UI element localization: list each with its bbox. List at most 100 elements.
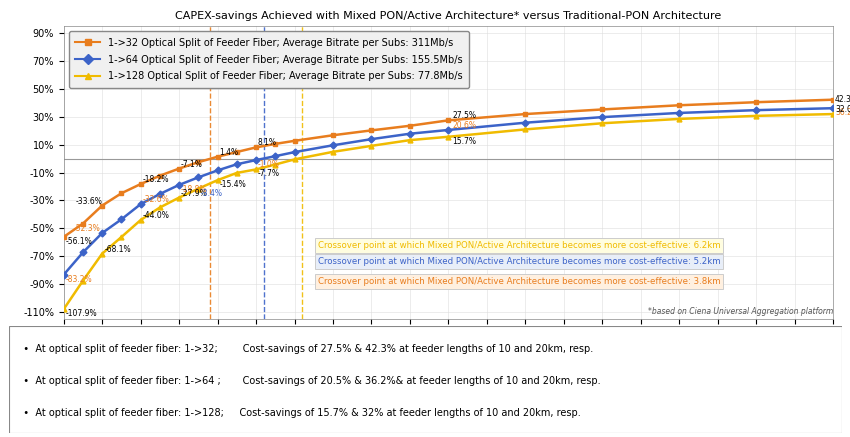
Text: -3.4%: -3.4% [201,189,223,198]
1->64 Optical Split of Feeder Fiber; Average Bitrate per Subs: 155.5Mb/s: (1, -0.533): 155.5Mb/s: (1, -0.533) [97,230,107,236]
Line: 1->32 Optical Split of Feeder Fiber; Average Bitrate per Subs: 311Mb/s: 1->32 Optical Split of Feeder Fiber; Ave… [61,97,836,239]
1->32 Optical Split of Feeder Fiber; Average Bitrate per Subs: 311Mb/s: (5, 0.081): 311Mb/s: (5, 0.081) [251,145,261,150]
Text: •  At optical split of feeder fiber: 1->64 ;       Cost-savings of 20.5% & 36.2%: • At optical split of feeder fiber: 1->6… [17,376,600,386]
1->64 Optical Split of Feeder Fiber; Average Bitrate per Subs: 155.5Mb/s: (4, -0.084): 155.5Mb/s: (4, -0.084) [212,168,223,173]
1->32 Optical Split of Feeder Fiber; Average Bitrate per Subs: 311Mb/s: (9, 0.236): 311Mb/s: (9, 0.236) [405,123,415,128]
1->64 Optical Split of Feeder Fiber; Average Bitrate per Subs: 155.5Mb/s: (2, -0.326): 155.5Mb/s: (2, -0.326) [136,201,146,207]
Text: *based on Ciena Universal Aggregation platform: *based on Ciena Universal Aggregation pl… [648,307,833,316]
1->32 Optical Split of Feeder Fiber; Average Bitrate per Subs: 311Mb/s: (16, 0.383): 311Mb/s: (16, 0.383) [674,103,684,108]
1->32 Optical Split of Feeder Fiber; Average Bitrate per Subs: 311Mb/s: (0, -0.561): 311Mb/s: (0, -0.561) [59,234,69,239]
1->64 Optical Split of Feeder Fiber; Average Bitrate per Subs: 155.5Mb/s: (20, 0.362): 155.5Mb/s: (20, 0.362) [828,106,838,111]
Text: -83.2%: -83.2% [65,275,93,284]
Text: -1.0%: -1.0% [258,160,280,169]
Text: 8.1%: 8.1% [258,139,277,147]
1->32 Optical Split of Feeder Fiber; Average Bitrate per Subs: 311Mb/s: (18, 0.405): 311Mb/s: (18, 0.405) [751,100,762,105]
1->32 Optical Split of Feeder Fiber; Average Bitrate per Subs: 311Mb/s: (8, 0.203): 311Mb/s: (8, 0.203) [366,128,377,133]
1->128 Optical Split of Feeder Fiber; Average Bitrate per Subs: 77.8Mb/s: (20, 0.32): 77.8Mb/s: (20, 0.32) [828,111,838,117]
1->32 Optical Split of Feeder Fiber; Average Bitrate per Subs: 311Mb/s: (20, 0.423): 311Mb/s: (20, 0.423) [828,97,838,102]
1->32 Optical Split of Feeder Fiber; Average Bitrate per Subs: 311Mb/s: (0.5, -0.465): 311Mb/s: (0.5, -0.465) [78,221,88,226]
1->64 Optical Split of Feeder Fiber; Average Bitrate per Subs: 155.5Mb/s: (5, -0.01): 155.5Mb/s: (5, -0.01) [251,157,261,163]
Title: CAPEX-savings Achieved with Mixed PON/Active Architecture* versus Traditional-PO: CAPEX-savings Achieved with Mixed PON/Ac… [175,11,722,21]
Text: 15.7%: 15.7% [452,137,476,146]
1->32 Optical Split of Feeder Fiber; Average Bitrate per Subs: 311Mb/s: (2.5, -0.122): 311Mb/s: (2.5, -0.122) [155,173,165,178]
1->128 Optical Split of Feeder Fiber; Average Bitrate per Subs: 77.8Mb/s: (5.5, -0.042): 77.8Mb/s: (5.5, -0.042) [270,162,280,167]
1->32 Optical Split of Feeder Fiber; Average Bitrate per Subs: 311Mb/s: (3.5, -0.025): 311Mb/s: (3.5, -0.025) [193,160,203,165]
1->64 Optical Split of Feeder Fiber; Average Bitrate per Subs: 155.5Mb/s: (9, 0.179): 155.5Mb/s: (9, 0.179) [405,131,415,136]
1->128 Optical Split of Feeder Fiber; Average Bitrate per Subs: 77.8Mb/s: (12, 0.21): 77.8Mb/s: (12, 0.21) [520,127,530,132]
Text: 36.2%: 36.2% [835,108,850,117]
1->32 Optical Split of Feeder Fiber; Average Bitrate per Subs: 311Mb/s: (1, -0.336): 311Mb/s: (1, -0.336) [97,203,107,208]
Text: 42.3%: 42.3% [835,95,850,104]
Text: -15.4%: -15.4% [219,180,246,189]
1->64 Optical Split of Feeder Fiber; Average Bitrate per Subs: 155.5Mb/s: (0.5, -0.672): 155.5Mb/s: (0.5, -0.672) [78,250,88,255]
1->64 Optical Split of Feeder Fiber; Average Bitrate per Subs: 155.5Mb/s: (14, 0.298): 155.5Mb/s: (14, 0.298) [598,114,608,120]
Text: -33.6%: -33.6% [76,197,102,205]
1->128 Optical Split of Feeder Fiber; Average Bitrate per Subs: 77.8Mb/s: (4, -0.154): 77.8Mb/s: (4, -0.154) [212,177,223,183]
1->64 Optical Split of Feeder Fiber; Average Bitrate per Subs: 155.5Mb/s: (3.5, -0.134): 155.5Mb/s: (3.5, -0.134) [193,175,203,180]
Line: 1->64 Optical Split of Feeder Fiber; Average Bitrate per Subs: 155.5Mb/s: 1->64 Optical Split of Feeder Fiber; Ave… [61,106,836,277]
1->128 Optical Split of Feeder Fiber; Average Bitrate per Subs: 77.8Mb/s: (0, -1.08): 77.8Mb/s: (0, -1.08) [59,306,69,312]
1->64 Optical Split of Feeder Fiber; Average Bitrate per Subs: 155.5Mb/s: (5.5, 0.018): 155.5Mb/s: (5.5, 0.018) [270,153,280,159]
Text: 20.6%: 20.6% [452,121,476,130]
Text: 1.4%: 1.4% [219,148,239,157]
1->32 Optical Split of Feeder Fiber; Average Bitrate per Subs: 311Mb/s: (6, 0.128): 311Mb/s: (6, 0.128) [289,138,300,143]
1->128 Optical Split of Feeder Fiber; Average Bitrate per Subs: 77.8Mb/s: (3.5, -0.215): 77.8Mb/s: (3.5, -0.215) [193,186,203,191]
1->64 Optical Split of Feeder Fiber; Average Bitrate per Subs: 155.5Mb/s: (10, 0.206): 155.5Mb/s: (10, 0.206) [444,127,454,132]
Text: -107.9%: -107.9% [65,309,97,318]
Text: -56.1%: -56.1% [65,237,93,246]
X-axis label: Feeder [CO to Cabinet] Distance (km): Feeder [CO to Cabinet] Distance (km) [343,343,553,353]
Text: -27.9%: -27.9% [181,189,207,198]
1->32 Optical Split of Feeder Fiber; Average Bitrate per Subs: 311Mb/s: (5.5, 0.106): 311Mb/s: (5.5, 0.106) [270,141,280,146]
Text: •  At optical split of feeder fiber: 1->32;        Cost-savings of 27.5% & 42.3%: • At optical split of feeder fiber: 1->3… [17,344,593,354]
Text: Crossover point at which Mixed PON/Active Architecture becomes more cost-effecti: Crossover point at which Mixed PON/Activ… [318,257,720,266]
Text: 27.5%: 27.5% [452,111,476,120]
1->64 Optical Split of Feeder Fiber; Average Bitrate per Subs: 155.5Mb/s: (4.5, -0.04): 155.5Mb/s: (4.5, -0.04) [232,162,242,167]
1->128 Optical Split of Feeder Fiber; Average Bitrate per Subs: 77.8Mb/s: (1.5, -0.562): 77.8Mb/s: (1.5, -0.562) [116,234,127,239]
Line: 1->128 Optical Split of Feeder Fiber; Average Bitrate per Subs: 77.8Mb/s: 1->128 Optical Split of Feeder Fiber; Av… [61,111,836,312]
1->32 Optical Split of Feeder Fiber; Average Bitrate per Subs: 311Mb/s: (10, 0.275): 311Mb/s: (10, 0.275) [444,118,454,123]
1->32 Optical Split of Feeder Fiber; Average Bitrate per Subs: 311Mb/s: (3, -0.071): 311Mb/s: (3, -0.071) [174,166,184,171]
Text: -68.1%: -68.1% [105,245,131,253]
1->128 Optical Split of Feeder Fiber; Average Bitrate per Subs: 77.8Mb/s: (2, -0.44): 77.8Mb/s: (2, -0.44) [136,217,146,222]
1->128 Optical Split of Feeder Fiber; Average Bitrate per Subs: 77.8Mb/s: (1, -0.681): 77.8Mb/s: (1, -0.681) [97,251,107,256]
1->32 Optical Split of Feeder Fiber; Average Bitrate per Subs: 311Mb/s: (1.5, -0.248): 311Mb/s: (1.5, -0.248) [116,191,127,196]
1->128 Optical Split of Feeder Fiber; Average Bitrate per Subs: 77.8Mb/s: (14, 0.254): 77.8Mb/s: (14, 0.254) [598,121,608,126]
Text: -18.2%: -18.2% [143,175,169,184]
Legend: 1->32 Optical Split of Feeder Fiber; Average Bitrate per Subs: 311Mb/s, 1->64 Op: 1->32 Optical Split of Feeder Fiber; Ave… [69,31,469,88]
1->64 Optical Split of Feeder Fiber; Average Bitrate per Subs: 155.5Mb/s: (3, -0.188): 155.5Mb/s: (3, -0.188) [174,182,184,187]
1->64 Optical Split of Feeder Fiber; Average Bitrate per Subs: 155.5Mb/s: (7, 0.096): 155.5Mb/s: (7, 0.096) [328,142,338,148]
1->128 Optical Split of Feeder Fiber; Average Bitrate per Subs: 77.8Mb/s: (9, 0.133): 77.8Mb/s: (9, 0.133) [405,138,415,143]
Text: -7.1%: -7.1% [181,160,203,169]
1->32 Optical Split of Feeder Fiber; Average Bitrate per Subs: 311Mb/s: (14, 0.353): 311Mb/s: (14, 0.353) [598,107,608,112]
Text: •  At optical split of feeder fiber: 1->128;     Cost-savings of 15.7% & 32% at : • At optical split of feeder fiber: 1->1… [17,408,581,418]
FancyBboxPatch shape [8,326,842,433]
Text: -32.6%: -32.6% [143,195,169,204]
1->64 Optical Split of Feeder Fiber; Average Bitrate per Subs: 155.5Mb/s: (8, 0.14): 155.5Mb/s: (8, 0.14) [366,136,377,142]
1->32 Optical Split of Feeder Fiber; Average Bitrate per Subs: 311Mb/s: (7, 0.168): 311Mb/s: (7, 0.168) [328,132,338,138]
1->64 Optical Split of Feeder Fiber; Average Bitrate per Subs: 155.5Mb/s: (18, 0.348): 155.5Mb/s: (18, 0.348) [751,108,762,113]
1->64 Optical Split of Feeder Fiber; Average Bitrate per Subs: 155.5Mb/s: (0, -0.832): 155.5Mb/s: (0, -0.832) [59,272,69,277]
Text: -52.3%: -52.3% [74,224,100,233]
Text: Crossover point at which Mixed PON/Active Architecture becomes more cost-effecti: Crossover point at which Mixed PON/Activ… [318,277,720,286]
1->64 Optical Split of Feeder Fiber; Average Bitrate per Subs: 155.5Mb/s: (12, 0.258): 155.5Mb/s: (12, 0.258) [520,120,530,125]
Text: -44.0%: -44.0% [143,211,169,220]
1->32 Optical Split of Feeder Fiber; Average Bitrate per Subs: 311Mb/s: (2, -0.182): 311Mb/s: (2, -0.182) [136,181,146,187]
1->128 Optical Split of Feeder Fiber; Average Bitrate per Subs: 77.8Mb/s: (16, 0.285): 77.8Mb/s: (16, 0.285) [674,116,684,121]
1->64 Optical Split of Feeder Fiber; Average Bitrate per Subs: 155.5Mb/s: (2.5, -0.253): 155.5Mb/s: (2.5, -0.253) [155,191,165,197]
1->32 Optical Split of Feeder Fiber; Average Bitrate per Subs: 311Mb/s: (4, 0.014): 311Mb/s: (4, 0.014) [212,154,223,160]
1->128 Optical Split of Feeder Fiber; Average Bitrate per Subs: 77.8Mb/s: (2.5, -0.35): 77.8Mb/s: (2.5, -0.35) [155,205,165,210]
1->32 Optical Split of Feeder Fiber; Average Bitrate per Subs: 311Mb/s: (4.5, 0.048): 311Mb/s: (4.5, 0.048) [232,149,242,155]
Text: 32.0%: 32.0% [835,105,850,114]
1->128 Optical Split of Feeder Fiber; Average Bitrate per Subs: 77.8Mb/s: (18, 0.307): 77.8Mb/s: (18, 0.307) [751,113,762,118]
Text: Crossover point at which Mixed PON/Active Architecture becomes more cost-effecti: Crossover point at which Mixed PON/Activ… [318,241,720,250]
1->64 Optical Split of Feeder Fiber; Average Bitrate per Subs: 155.5Mb/s: (1.5, -0.435): 155.5Mb/s: (1.5, -0.435) [116,217,127,222]
1->64 Optical Split of Feeder Fiber; Average Bitrate per Subs: 155.5Mb/s: (6, 0.047): 155.5Mb/s: (6, 0.047) [289,149,300,155]
1->128 Optical Split of Feeder Fiber; Average Bitrate per Subs: 77.8Mb/s: (6, -0.005): 77.8Mb/s: (6, -0.005) [289,157,300,162]
1->128 Optical Split of Feeder Fiber; Average Bitrate per Subs: 77.8Mb/s: (10, 0.157): 77.8Mb/s: (10, 0.157) [444,134,454,139]
1->128 Optical Split of Feeder Fiber; Average Bitrate per Subs: 77.8Mb/s: (8, 0.092): 77.8Mb/s: (8, 0.092) [366,143,377,149]
1->128 Optical Split of Feeder Fiber; Average Bitrate per Subs: 77.8Mb/s: (4.5, -0.102): 77.8Mb/s: (4.5, -0.102) [232,170,242,176]
1->128 Optical Split of Feeder Fiber; Average Bitrate per Subs: 77.8Mb/s: (7, 0.049): 77.8Mb/s: (7, 0.049) [328,149,338,154]
1->64 Optical Split of Feeder Fiber; Average Bitrate per Subs: 155.5Mb/s: (16, 0.328): 155.5Mb/s: (16, 0.328) [674,110,684,115]
1->128 Optical Split of Feeder Fiber; Average Bitrate per Subs: 77.8Mb/s: (3, -0.279): 77.8Mb/s: (3, -0.279) [174,195,184,200]
1->32 Optical Split of Feeder Fiber; Average Bitrate per Subs: 311Mb/s: (12, 0.32): 311Mb/s: (12, 0.32) [520,111,530,117]
